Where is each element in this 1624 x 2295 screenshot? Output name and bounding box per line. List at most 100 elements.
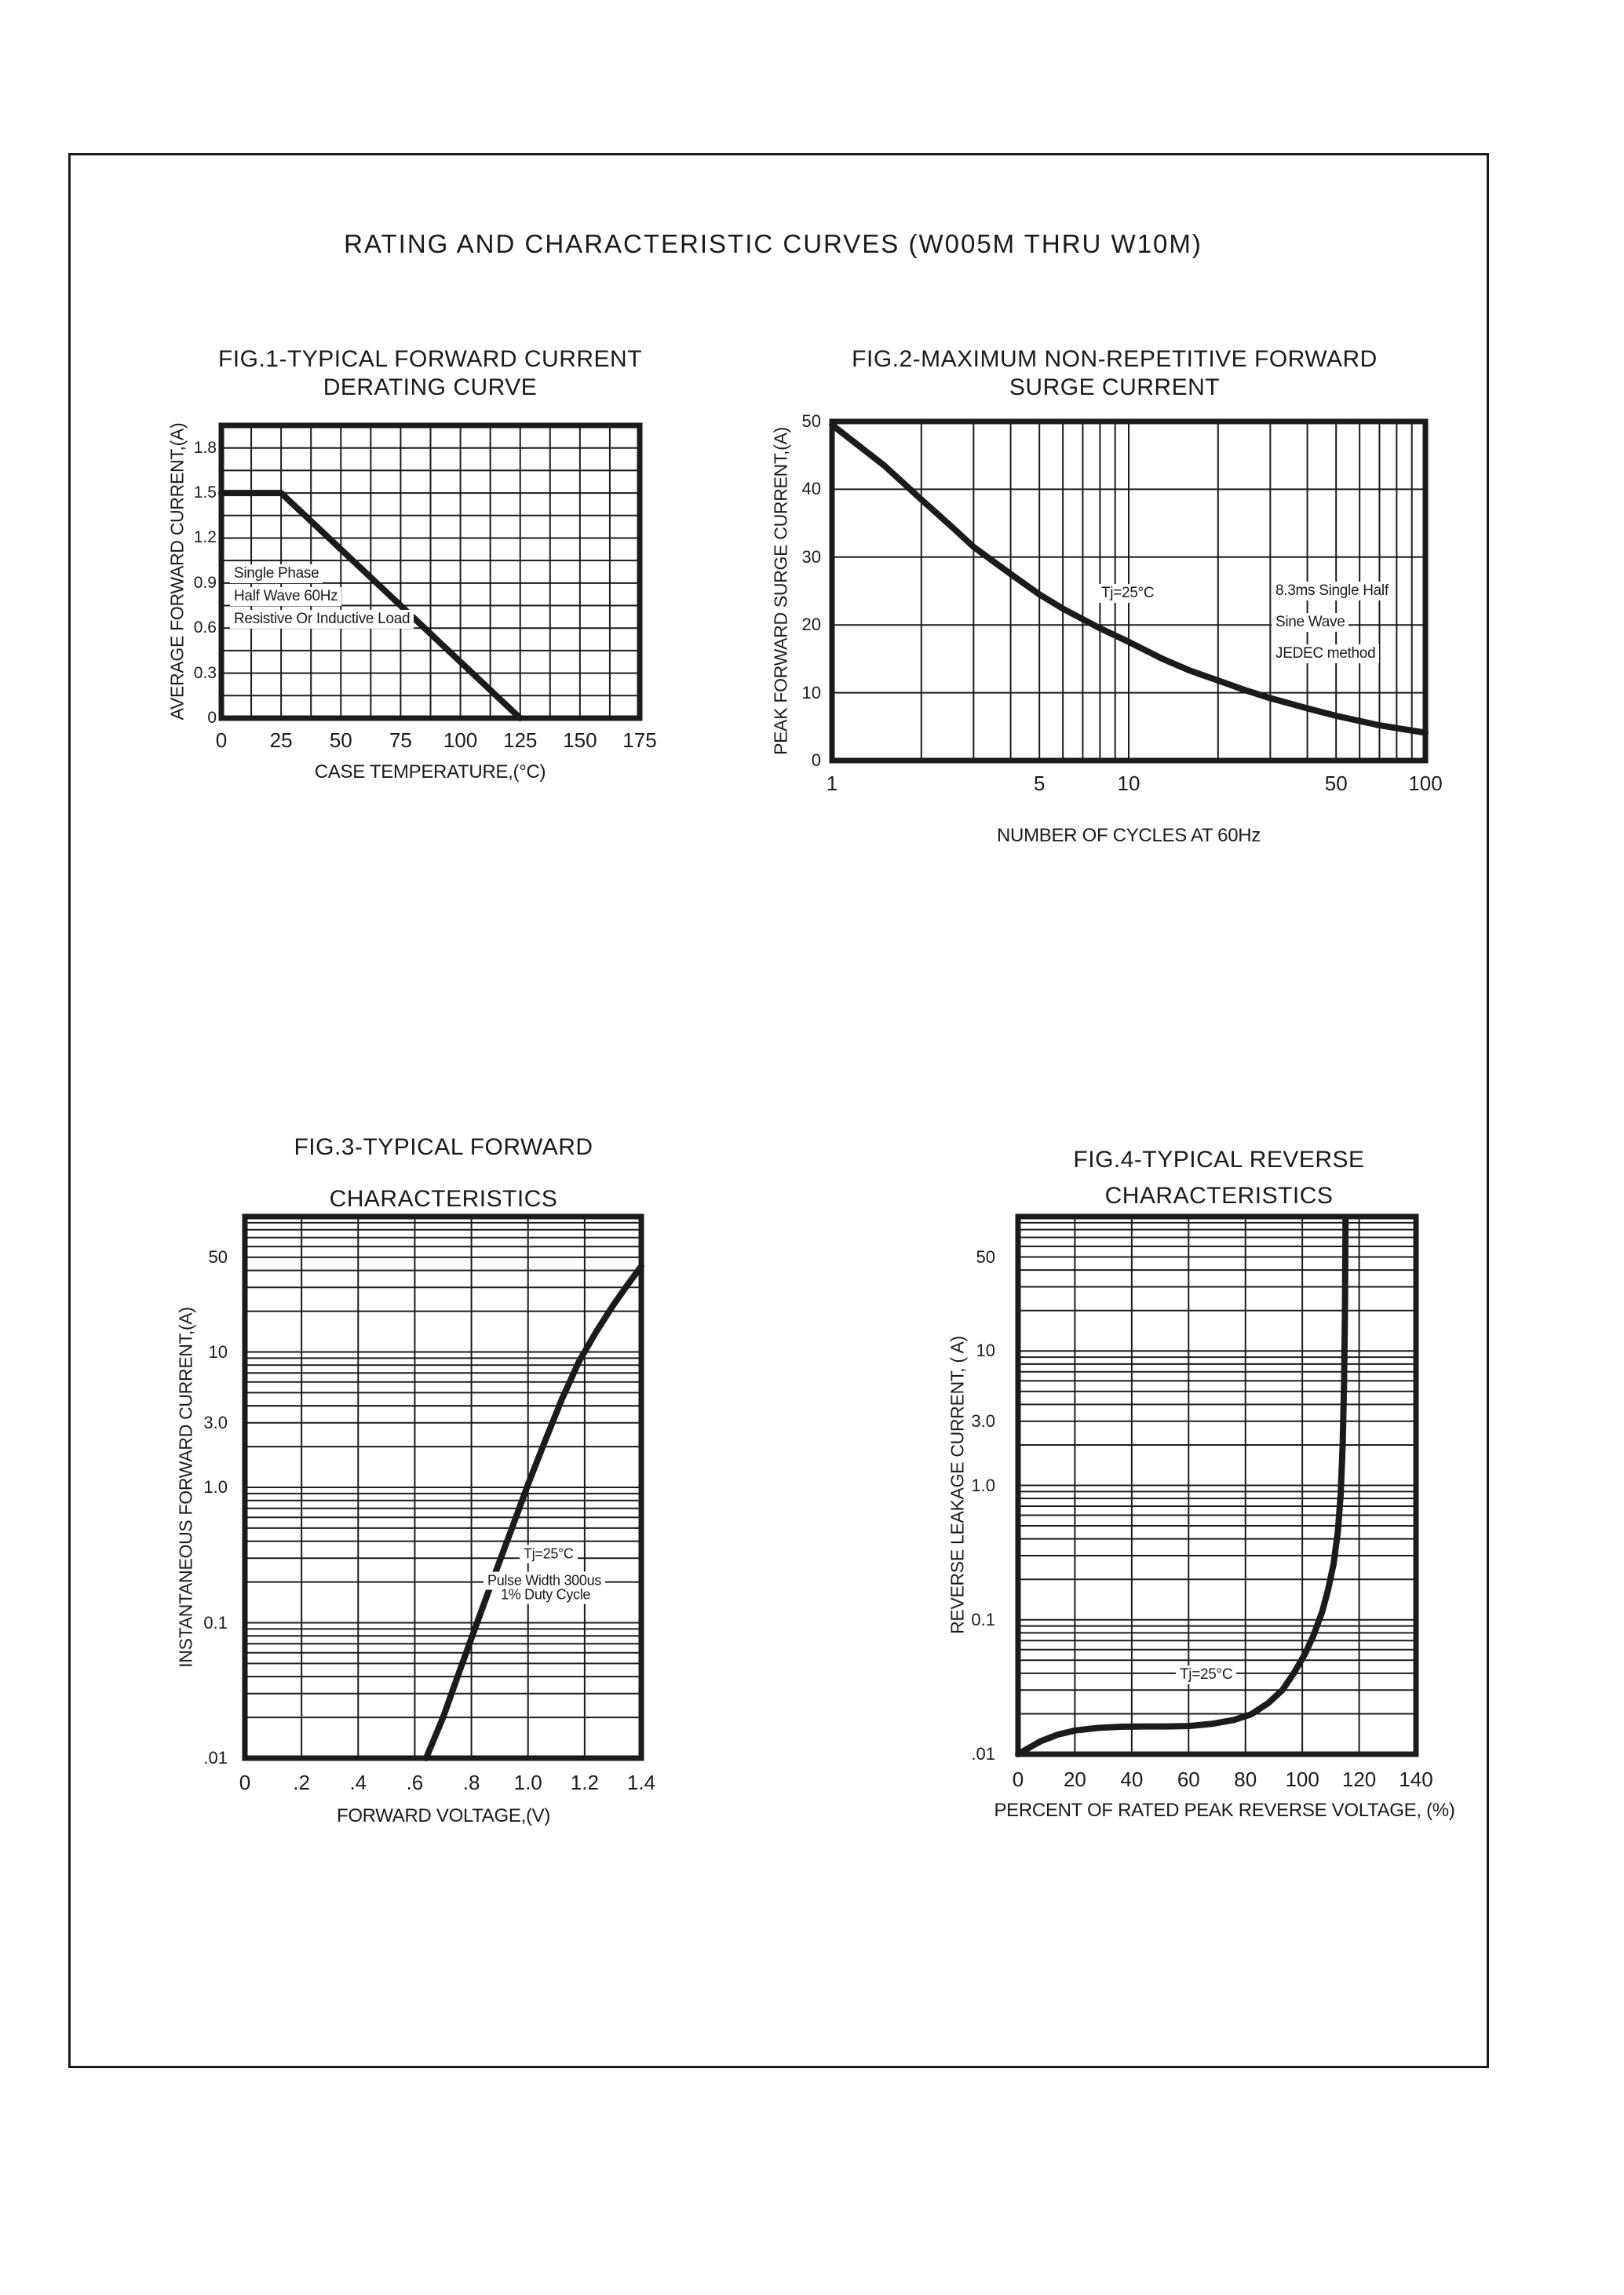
fig1-x-tick: 125	[503, 728, 538, 752]
fig4-y-tick: .01	[971, 1744, 995, 1764]
fig2-y-tick: 10	[801, 682, 821, 702]
fig4-annotation: Tj=25°C	[1176, 1666, 1237, 1684]
fig3-gridlines	[245, 1217, 641, 1758]
fig1-y-tick: 1.8	[193, 438, 217, 457]
fig1-curve-forward-current-derating	[218, 490, 524, 721]
fig1-annotation: Half Wave 60Hz	[230, 587, 342, 606]
fig4-y-tick: 50	[976, 1246, 995, 1267]
fig2-y-axis-label: PEAK FORWARD SURGE CURRENT,(A)	[770, 427, 791, 755]
fig2-title-line1: FIG.2-MAXIMUM NON-REPETITIVE FORWARD	[852, 346, 1378, 372]
fig4-y-tick: 1.0	[971, 1475, 995, 1495]
fig4-y-tick: 3.0	[971, 1410, 995, 1431]
fig2-x-tick: 50	[1324, 772, 1348, 795]
fig2-x-tick: 5	[1033, 772, 1046, 795]
fig3-x-tick: 0	[239, 1771, 251, 1794]
fig1-annotation: Resistive Or Inductive Load	[230, 610, 414, 629]
fig3-annotation: Tj=25°C	[520, 1545, 578, 1563]
fig1-gridlines	[221, 425, 640, 718]
fig2-annotation: JEDEC method	[1272, 644, 1380, 663]
fig1-plot-border	[218, 422, 643, 721]
fig4-x-tick: 140	[1399, 1768, 1433, 1791]
fig2-y-tick: 50	[801, 411, 821, 431]
fig3-y-tick: 50	[208, 1246, 228, 1267]
fig2-title-line2: SURGE CURRENT	[1009, 374, 1221, 400]
fig3-x-tick: 1.4	[626, 1771, 656, 1794]
fig2-y-tick: 40	[801, 479, 821, 499]
fig2-x-tick: 10	[1117, 772, 1140, 795]
fig2-y-tick: 0	[811, 750, 821, 770]
fig1-title-line2: DERATING CURVE	[323, 374, 538, 400]
fig4-y-axis-label: REVERSE LEAKAGE CURRENT, ( A)	[947, 1336, 968, 1634]
fig1-x-tick: 0	[215, 728, 228, 752]
fig4-x-axis-label: PERCENT OF RATED PEAK REVERSE VOLTAGE, (…	[994, 1800, 1455, 1821]
fig4-x-tick: 20	[1063, 1768, 1086, 1791]
fig2-gridlines	[832, 421, 1425, 761]
fig3-x-axis-label: FORWARD VOLTAGE,(V)	[336, 1805, 551, 1826]
fig1-x-tick: 50	[329, 728, 352, 752]
fig1-annotation: Single Phase	[230, 564, 323, 583]
fig2-x-tick: 1	[826, 772, 838, 795]
fig3-x-tick: 1.0	[513, 1771, 542, 1794]
fig2-annotation: Tj=25°C	[1097, 584, 1159, 603]
fig3-y-tick: 0.1	[203, 1612, 228, 1633]
fig1-y-tick: 0	[207, 709, 217, 727]
fig4-title-line2: CHARACTERISTICS	[1104, 1183, 1334, 1209]
fig1-y-tick: 0.6	[193, 618, 217, 637]
fig2-curve-surge-current	[829, 421, 1429, 736]
fig3-y-tick: 1.0	[203, 1477, 228, 1497]
fig4-curve-reverse-characteristics	[1015, 1216, 1349, 1757]
fig4-y-tick: 10	[976, 1341, 995, 1361]
fig1-y-axis-label: AVERAGE FORWARD CURRENT,(A)	[166, 422, 188, 721]
fig4-x-tick: 60	[1177, 1768, 1200, 1791]
fig3-x-tick: .6	[406, 1771, 424, 1794]
fig2-annotation: Sine Wave	[1272, 613, 1349, 632]
page-title: RATING AND CHARACTERISTIC CURVES (W005M …	[344, 229, 1202, 258]
fig3-y-tick: 3.0	[203, 1412, 228, 1432]
fig1-y-tick: 0.3	[193, 663, 217, 682]
fig3-y-tick: 10	[208, 1341, 228, 1362]
fig2-plot	[829, 418, 1429, 764]
fig3-y-axis-label: INSTANTANEOUS FORWARD CURRENT,(A)	[175, 1307, 196, 1668]
fig3-plot-border	[242, 1213, 644, 1761]
fig1-y-tick: 1.2	[193, 528, 217, 547]
fig3-y-tick: .01	[203, 1748, 228, 1768]
fig4-x-tick: 80	[1234, 1768, 1257, 1791]
fig3-title-line1: FIG.3-TYPICAL FORWARD	[294, 1134, 593, 1160]
fig3-annotation: 1% Duty Cycle	[497, 1585, 595, 1604]
fig1-x-tick: 150	[563, 728, 597, 752]
fig1-x-tick: 75	[389, 728, 412, 752]
fig1-plot	[218, 422, 643, 721]
fig1-x-tick: 25	[269, 728, 293, 752]
page-border	[68, 153, 1489, 2068]
fig3-x-tick: .2	[293, 1771, 310, 1794]
fig3-plot	[242, 1213, 644, 1761]
fig4-x-tick: 100	[1285, 1768, 1319, 1791]
fig4-x-tick: 40	[1120, 1768, 1144, 1791]
fig3-curve-forward-characteristics	[422, 1263, 644, 1761]
fig2-x-axis-label: NUMBER OF CYCLES AT 60Hz	[997, 825, 1261, 846]
fig2-annotation: 8.3ms Single Half	[1272, 582, 1392, 600]
fig1-y-tick: 0.9	[193, 573, 217, 592]
fig3-annotation: Pulse Width 300us	[484, 1571, 605, 1590]
fig1-x-tick: 175	[622, 728, 657, 752]
fig1-y-tick: 1.5	[193, 483, 217, 502]
fig3-x-tick: .8	[462, 1771, 480, 1794]
fig4-plot	[1015, 1213, 1419, 1757]
fig3-x-tick: 1.2	[570, 1771, 599, 1794]
fig2-plot-border	[829, 418, 1429, 764]
fig4-x-tick: 0	[1012, 1768, 1024, 1791]
fig3-title-line2: CHARACTERISTICS	[329, 1186, 558, 1212]
fig1-x-tick: 100	[443, 728, 478, 752]
fig2-y-tick: 20	[801, 615, 821, 635]
fig4-x-tick: 120	[1341, 1768, 1377, 1791]
fig4-plot-border	[1015, 1213, 1419, 1757]
fig4-title-line1: FIG.4-TYPICAL REVERSE	[1073, 1147, 1365, 1173]
fig2-y-tick: 30	[801, 546, 821, 567]
fig1-title-line1: FIG.1-TYPICAL FORWARD CURRENT	[217, 346, 643, 372]
fig4-y-tick: 0.1	[971, 1609, 995, 1629]
fig2-x-tick: 100	[1408, 772, 1443, 795]
fig4-gridlines	[1018, 1217, 1416, 1754]
fig3-x-tick: .4	[349, 1771, 367, 1794]
fig1-x-axis-label: CASE TEMPERATURE,(°C)	[314, 761, 546, 783]
